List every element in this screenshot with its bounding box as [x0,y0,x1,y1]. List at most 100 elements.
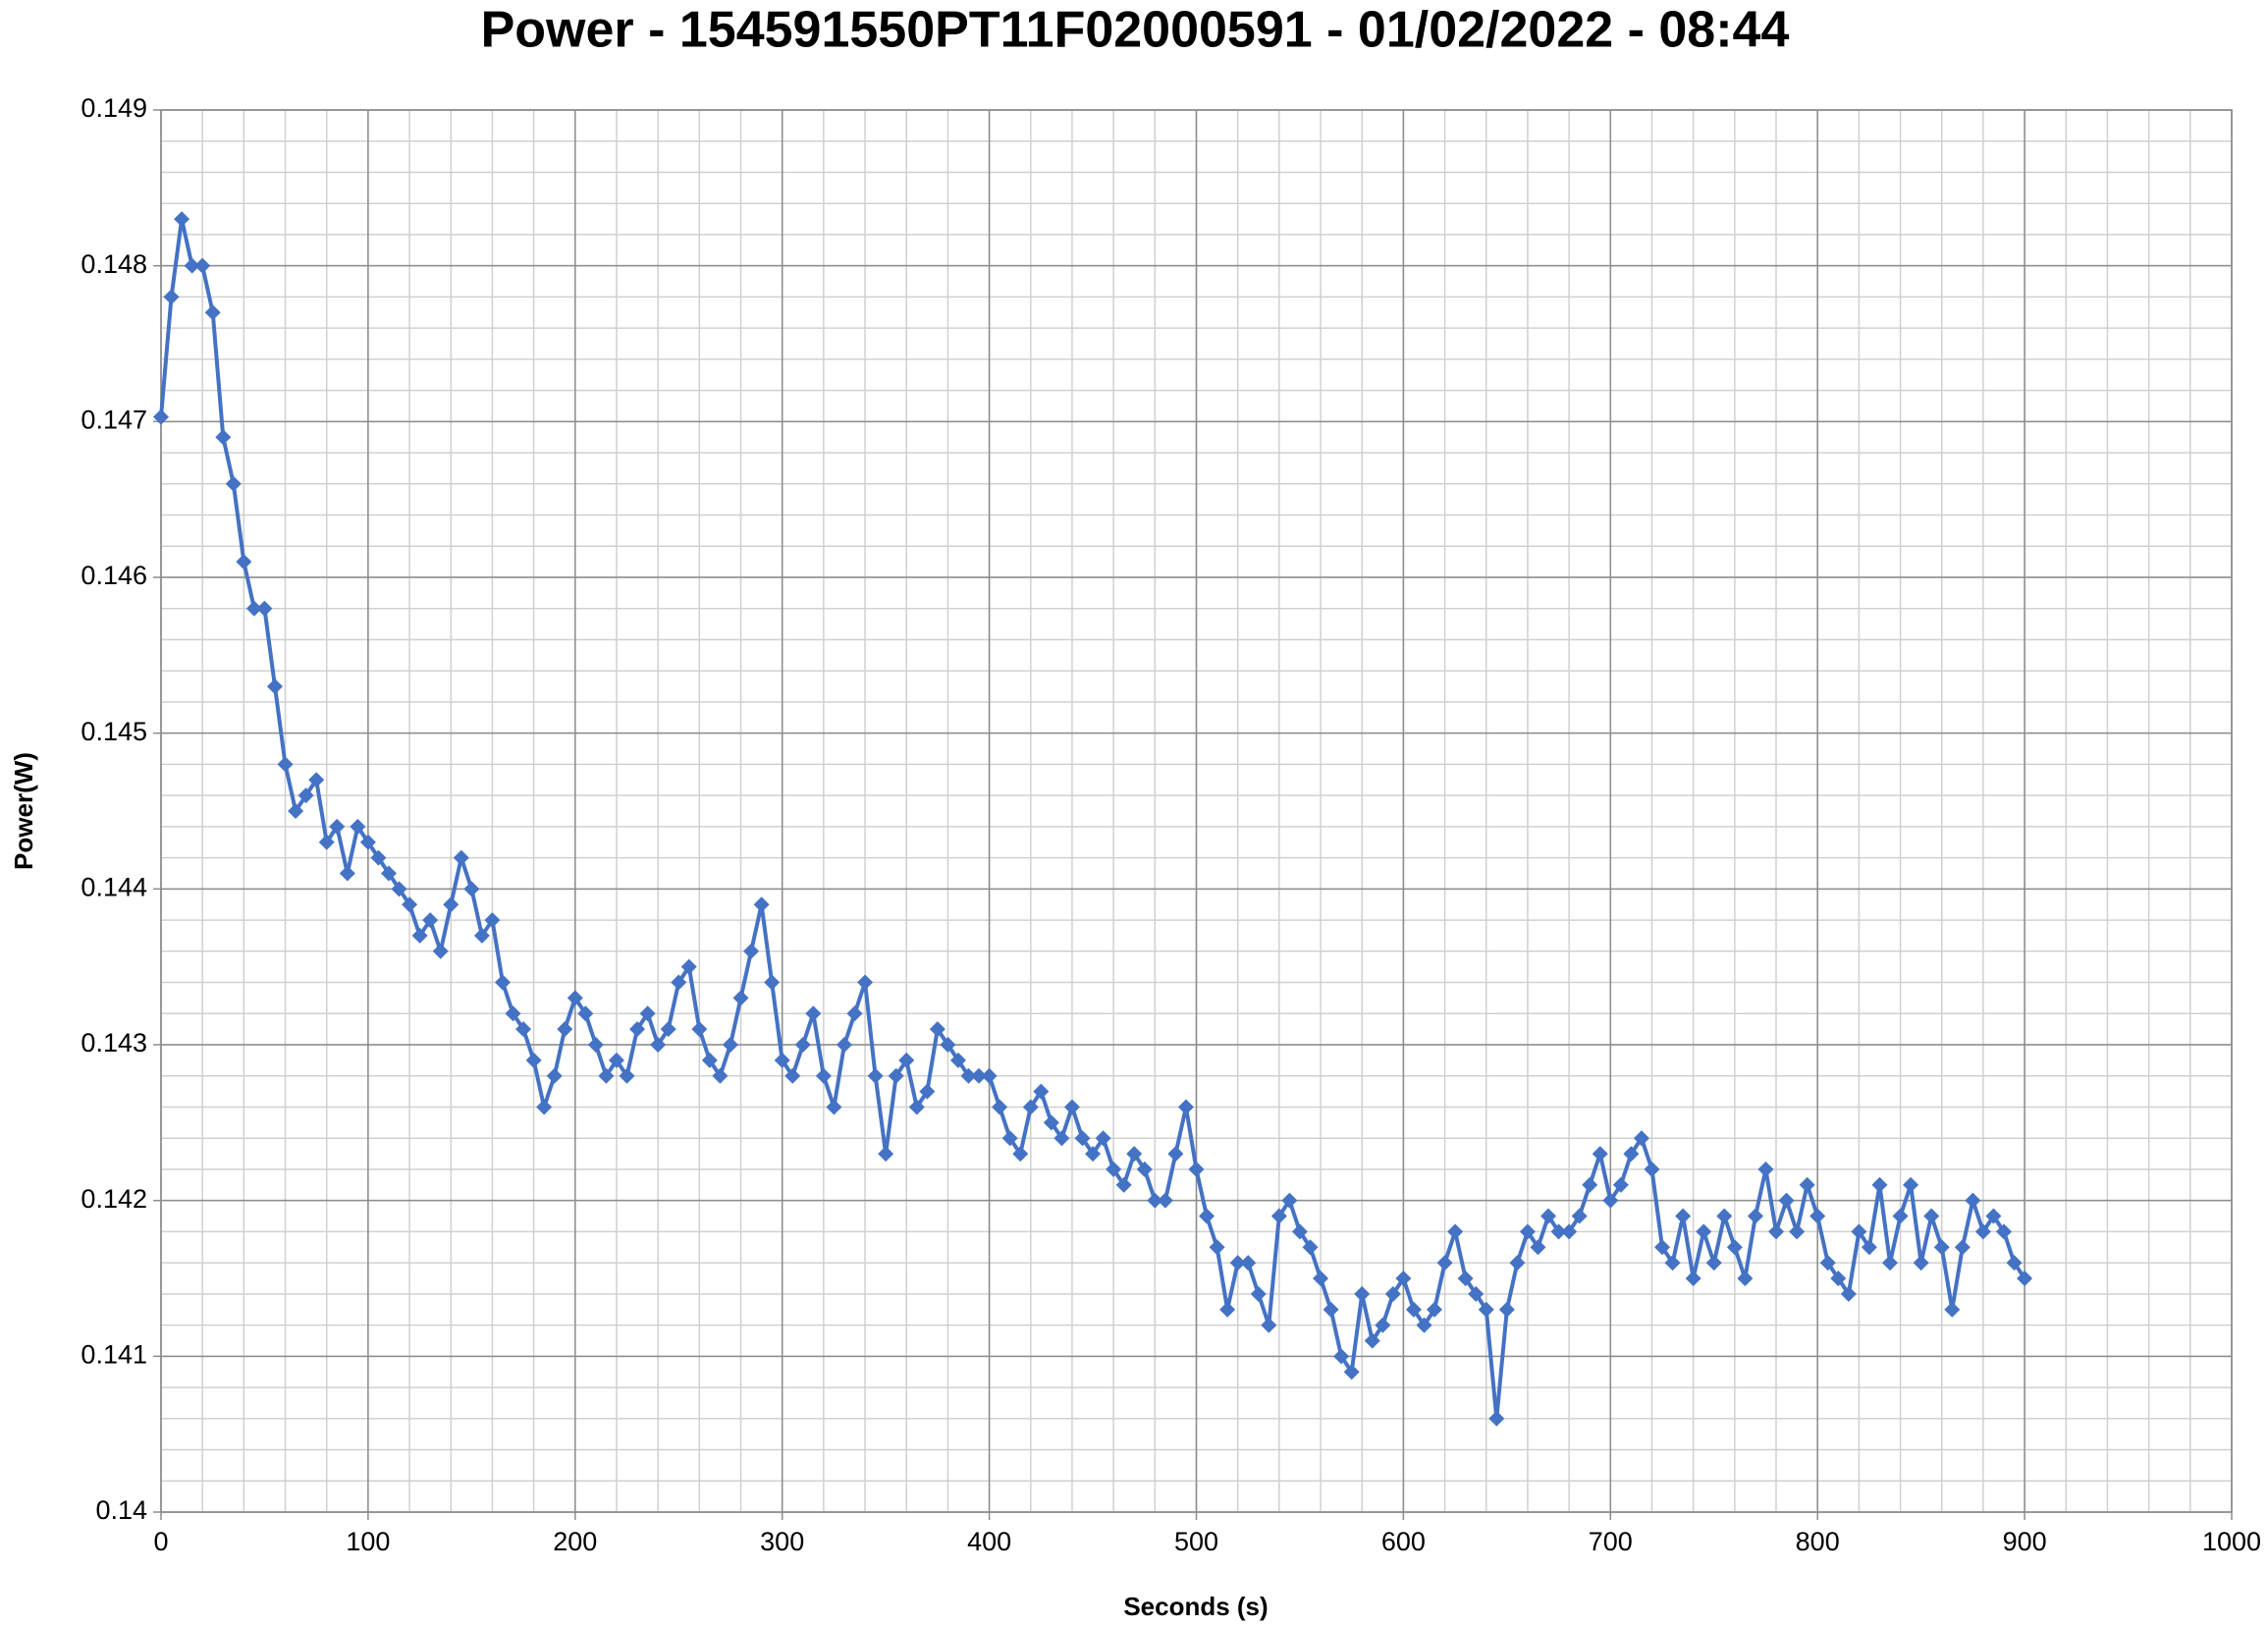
data-point [971,1067,988,1084]
data-point [1582,1176,1598,1193]
data-point [256,600,273,617]
data-point [225,475,242,492]
data-point [411,927,428,944]
data-point [577,1005,594,1022]
data-point [174,211,190,228]
data-point [639,1005,656,1022]
data-point [402,896,418,913]
data-point [288,803,304,819]
data-point [1737,1271,1754,1286]
data-point [701,1052,718,1068]
data-point [1457,1271,1474,1286]
data-point [660,1021,676,1038]
data-point [1074,1130,1091,1147]
data-point [1115,1176,1132,1193]
data-point [1519,1223,1536,1240]
data-point [1085,1146,1102,1163]
data-point [163,289,180,305]
data-point [1001,1130,1018,1147]
data-point [1996,1223,2013,1240]
data-point [680,958,697,975]
data-point [598,1067,615,1084]
data-point [1933,1239,1950,1256]
data-point [2017,1271,2033,1286]
data-point [1177,1099,1194,1115]
data-point [1126,1146,1143,1163]
data-point [1799,1176,1815,1193]
x-tick-label: 600 [1381,1527,1426,1556]
data-point [1323,1301,1339,1318]
data-point [194,257,211,274]
data-point [949,1052,966,1068]
x-tick-label: 400 [967,1527,1011,1556]
chart-title: Power - 154591550PT11F02000591 - 01/02/2… [481,2,1790,59]
data-point [898,1052,915,1068]
data-point [587,1037,604,1053]
data-point [1209,1239,1225,1256]
data-point [608,1052,624,1068]
data-point [1612,1176,1629,1193]
data-point [1530,1239,1546,1256]
x-tick-label: 200 [553,1527,597,1556]
y-tick-label: 0.144 [81,872,147,901]
data-point [515,1021,532,1038]
data-point [1592,1146,1608,1163]
data-point [1375,1317,1391,1333]
data-point [245,600,262,617]
data-point [1747,1208,1763,1224]
data-point [1416,1317,1432,1333]
data-point [536,1099,553,1115]
data-point [1405,1301,1422,1318]
data-point [1965,1192,1981,1209]
data-point [1840,1285,1857,1302]
data-point [1540,1208,1557,1224]
data-point [1343,1364,1360,1381]
data-point [557,1021,573,1038]
x-tick-label: 800 [1796,1527,1840,1556]
data-point [1063,1099,1080,1115]
plot-frame [160,109,2233,1513]
x-tick-label: 100 [346,1527,390,1556]
data-point [204,304,221,321]
data-point [1602,1192,1619,1209]
data-point [650,1037,667,1053]
data-point [1157,1192,1173,1209]
y-tick-label: 0.14 [95,1495,147,1525]
data-point [1147,1192,1163,1209]
data-point [1302,1239,1319,1256]
data-point [1561,1223,1578,1240]
data-point [908,1099,925,1115]
data-point [318,834,335,850]
data-point [1229,1255,1246,1272]
x-tick-label: 700 [1589,1527,1633,1556]
data-point [453,849,469,866]
data-point [919,1083,936,1100]
data-point [494,974,511,991]
x-tick-label: 0 [153,1527,168,1556]
data-point [1985,1208,2002,1224]
data-point [1240,1255,1257,1272]
data-point [359,834,376,850]
data-point [1384,1285,1401,1302]
y-tick-label: 0.147 [81,405,147,434]
data-point [391,881,407,897]
data-point [929,1021,945,1038]
data-point [629,1021,646,1038]
data-line [159,217,2026,1421]
x-tick-label: 1000 [2202,1527,2261,1556]
data-point [350,818,366,835]
data-point [960,1067,977,1084]
y-tick-label: 0.146 [81,561,147,590]
data-point [1095,1130,1111,1147]
y-tick-label: 0.145 [81,717,147,746]
data-point [794,1037,811,1053]
data-point [753,896,770,913]
data-point [463,881,480,897]
data-point [1789,1223,1806,1240]
data-point [1944,1301,1961,1318]
data-point [836,1037,852,1053]
data-point [712,1067,729,1084]
data-point [1726,1239,1743,1256]
data-point [888,1067,904,1084]
